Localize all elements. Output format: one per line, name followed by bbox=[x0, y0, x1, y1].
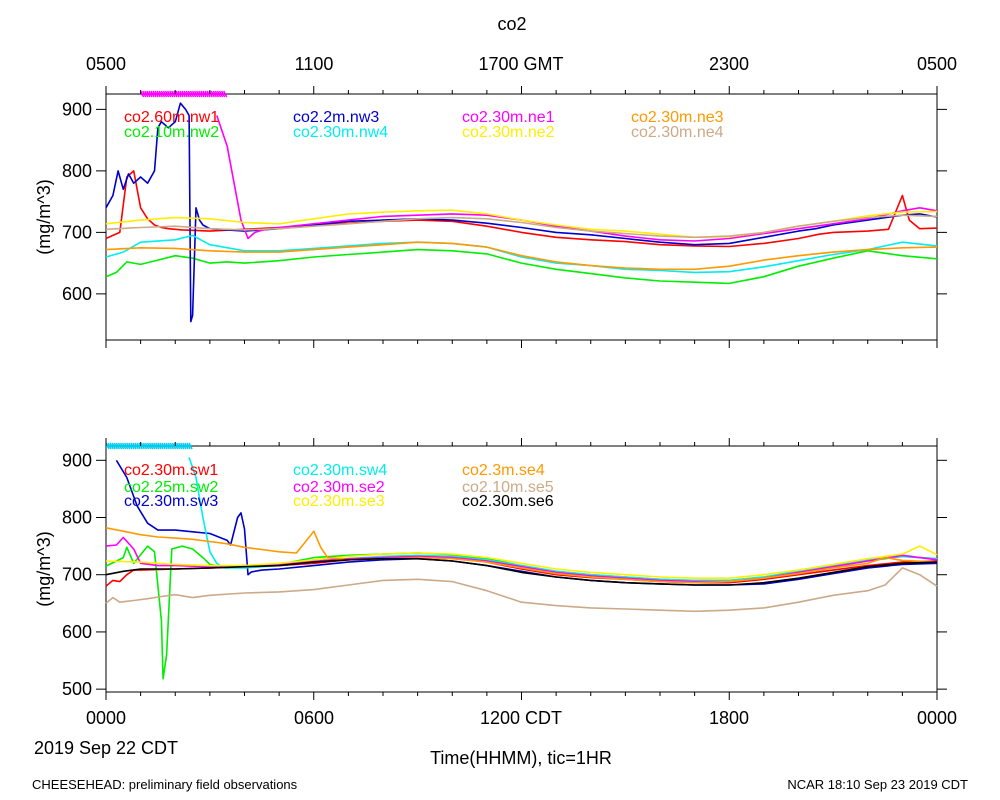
y-tick-label: 900 bbox=[62, 99, 92, 119]
series-line-co2-30m-se3 bbox=[105, 545, 938, 580]
bottom-panel-y-label: (mg/m^3) bbox=[34, 531, 54, 606]
legend-entry: co2.30m.se6 bbox=[462, 493, 554, 510]
y-tick-label: 500 bbox=[62, 679, 92, 699]
footer-right: NCAR 18:10 Sep 23 2019 CDT bbox=[787, 777, 968, 792]
legend-entry: co2.10m.se5 bbox=[462, 479, 554, 496]
y-tick-label: 700 bbox=[62, 565, 92, 585]
bottom-panel-data-flag bbox=[105, 442, 193, 450]
legend-entry: co2.30m.sw1 bbox=[124, 462, 218, 479]
x-tick-label: 1800 bbox=[709, 708, 749, 728]
series-line-co2-2m-nw3 bbox=[105, 102, 938, 323]
top-tick-label: 0500 bbox=[86, 54, 126, 74]
legend-entry: co2.30m.se2 bbox=[293, 479, 385, 496]
top-tick-label: 0500 bbox=[917, 54, 957, 74]
series-line-co2-10m-se5 bbox=[105, 567, 938, 613]
top-panel-y-ticks: 600 700 800 900 bbox=[62, 99, 947, 304]
y-tick-label: 700 bbox=[62, 222, 92, 242]
bottom-panel-x-ticks bbox=[105, 438, 938, 700]
legend-entry: co2.30m.ne2 bbox=[462, 124, 555, 141]
top-tick-label: 1100 bbox=[295, 54, 334, 74]
top-panel-x-ticks bbox=[105, 86, 938, 348]
legend-entry: co2.60m.nw1 bbox=[124, 109, 219, 126]
y-tick-label: 600 bbox=[62, 622, 92, 642]
y-tick-label: 900 bbox=[62, 450, 92, 470]
x-axis-label: Time(HHMM), tic=1HR bbox=[430, 748, 612, 768]
legend-entry: co2.30m.ne3 bbox=[631, 109, 724, 126]
series-line-co2-60m-nw1 bbox=[105, 170, 938, 248]
series-line-co2-30m-ne3 bbox=[105, 241, 938, 271]
legend-entry: co2.30m.sw3 bbox=[124, 493, 218, 510]
legend-entry: co2.30m.ne1 bbox=[462, 109, 555, 126]
x-tick-label: 1200 CDT bbox=[480, 708, 562, 728]
legend-entry: co2.3m.se4 bbox=[462, 462, 545, 479]
y-tick-label: 600 bbox=[62, 284, 92, 304]
top-panel: 600 700 800 900 (mg/m^3) co2.60m.nw1co2.10m… bbox=[34, 86, 947, 348]
series-line-co2-30m-se6 bbox=[105, 557, 938, 586]
top-axis-labels: 0500 1100 1700 GMT 2300 0500 bbox=[86, 54, 957, 74]
top-tick-label: 2300 bbox=[709, 54, 749, 74]
top-panel-data-flag bbox=[139, 90, 228, 98]
bottom-panel-y-ticks: 500 600 700 800 900 bbox=[62, 450, 947, 699]
top-panel-legend: co2.60m.nw1co2.10m.nw2co2.2m.nw3co2.30m.… bbox=[124, 109, 724, 141]
series-line-co2-3m-se4 bbox=[105, 527, 938, 584]
footer-left: CHEESEHEAD: preliminary field observatio… bbox=[32, 777, 298, 792]
x-tick-label: 0000 bbox=[86, 708, 126, 728]
legend-entry: co2.2m.nw3 bbox=[293, 109, 379, 126]
y-tick-label: 800 bbox=[62, 161, 92, 181]
series-line-co2-30m-ne4 bbox=[105, 214, 938, 239]
legend-entry: co2.30m.nw4 bbox=[293, 124, 388, 141]
top-tick-label: 1700 GMT bbox=[478, 54, 563, 74]
x-tick-label: 0600 bbox=[294, 708, 334, 728]
legend-entry: co2.10m.nw2 bbox=[124, 124, 219, 141]
top-panel-y-label: (mg/m^3) bbox=[34, 179, 54, 254]
bottom-axis-labels: 0000 0600 1200 CDT 1800 0000 bbox=[86, 708, 957, 728]
date-label: 2019 Sep 22 CDT bbox=[34, 738, 178, 758]
bottom-panel-series bbox=[105, 457, 938, 680]
chart-title: co2 bbox=[497, 14, 526, 34]
series-line-co2-10m-nw2 bbox=[105, 248, 938, 285]
legend-entry: co2.30m.sw4 bbox=[293, 462, 387, 479]
flag-mark bbox=[223, 90, 228, 98]
x-tick-label: 0000 bbox=[917, 708, 957, 728]
y-tick-label: 800 bbox=[62, 508, 92, 528]
top-panel-series bbox=[105, 102, 938, 323]
legend-entry: co2.25m.sw2 bbox=[124, 479, 218, 496]
legend-entry: co2.30m.se3 bbox=[293, 493, 385, 510]
legend-entry: co2.30m.ne4 bbox=[631, 124, 724, 141]
